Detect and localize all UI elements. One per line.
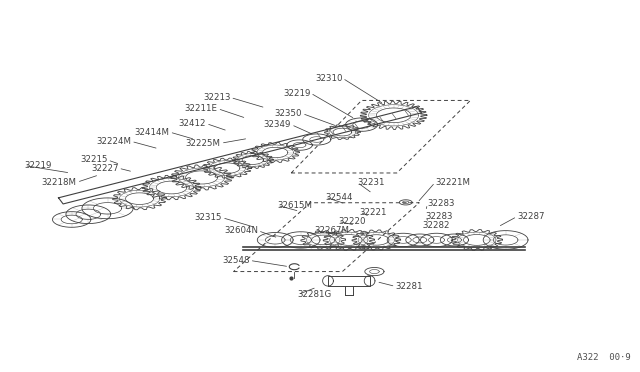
Text: 32215: 32215 [80, 155, 108, 164]
Text: 32267M: 32267M [315, 226, 350, 235]
Text: 32544: 32544 [325, 193, 353, 202]
Text: 32221M: 32221M [435, 178, 470, 187]
Text: A322  00·9: A322 00·9 [577, 353, 630, 362]
Text: 32220: 32220 [338, 217, 365, 226]
Text: 32412: 32412 [179, 119, 206, 128]
Text: 32281G: 32281G [298, 290, 332, 299]
Text: 32310: 32310 [315, 74, 342, 83]
Text: 32219: 32219 [283, 89, 310, 97]
Polygon shape [328, 276, 370, 286]
Text: 32287: 32287 [517, 212, 545, 221]
Text: 32548: 32548 [222, 256, 250, 265]
Text: 32282: 32282 [422, 221, 450, 230]
Text: 32281: 32281 [396, 282, 423, 291]
Text: 32231: 32231 [357, 178, 385, 187]
Text: 32221: 32221 [360, 208, 387, 217]
Text: 32225M: 32225M [186, 139, 221, 148]
Text: 32615M: 32615M [277, 201, 312, 210]
Text: 32224M: 32224M [96, 137, 131, 146]
Text: 32211E: 32211E [184, 104, 218, 113]
Text: 32283: 32283 [428, 199, 455, 208]
Text: 32350: 32350 [275, 109, 302, 118]
Text: 32604N: 32604N [224, 226, 258, 235]
Text: 32227: 32227 [91, 164, 118, 173]
Text: 32283: 32283 [426, 212, 453, 221]
Text: 32218M: 32218M [42, 178, 77, 187]
Text: 32315: 32315 [195, 213, 222, 222]
Text: 32349: 32349 [264, 120, 291, 129]
Text: 32414M: 32414M [134, 128, 170, 137]
Text: 32213: 32213 [203, 93, 230, 102]
Polygon shape [58, 107, 422, 204]
Text: 32219: 32219 [24, 161, 52, 170]
